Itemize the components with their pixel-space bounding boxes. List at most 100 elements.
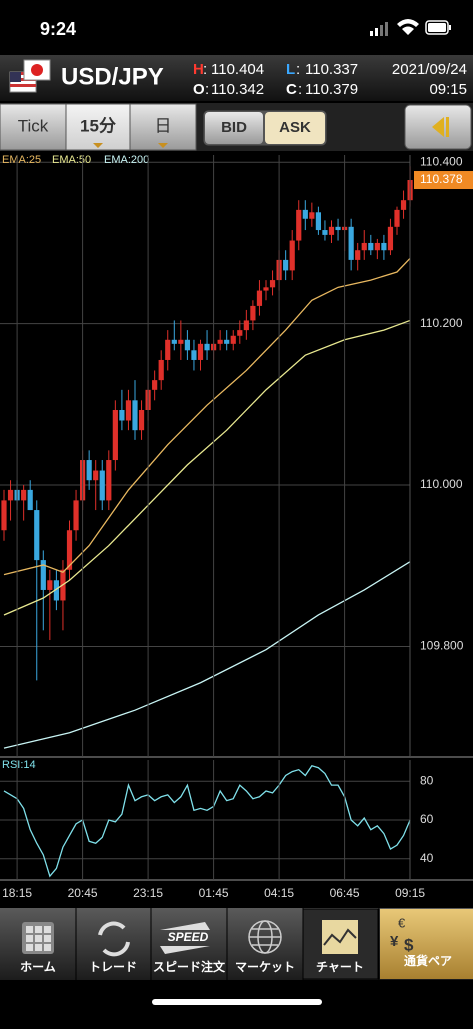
candle-body [283,259,289,271]
separator: : [203,61,207,78]
currency-flag [9,59,51,93]
candle-body [230,335,236,344]
currency-icon-text: $ [404,935,414,954]
legend-label: RSI:14 [2,759,36,771]
home-indicator [152,999,322,1005]
candle-body [309,212,315,219]
x-tick-label: 18:15 [2,886,32,900]
candle-body [66,530,73,570]
ask-label: ASK [279,119,311,136]
ema-line [3,257,411,576]
speed-icon: SPEED [160,922,210,954]
candle-body [34,510,40,561]
arrow-icon [446,117,449,137]
candle-body [165,339,171,360]
status-icons [370,19,451,36]
candle-body [289,240,295,271]
candle-body [355,250,361,260]
x-tick-label: 23:15 [133,886,163,900]
candle-body [27,489,33,511]
candle-body [387,226,394,251]
tab-day[interactable] [129,103,197,151]
open-label: O [193,81,205,98]
candle-body [381,242,387,251]
candle-body [106,460,112,501]
nav-label[interactable]: スピード注文 [153,959,226,974]
x-tick-label: 06:45 [330,886,360,900]
candle-body [296,209,302,241]
nav-label[interactable]: チャート [316,960,364,974]
candle-body [224,339,230,344]
candle-body [152,380,158,390]
bid-button[interactable] [205,112,263,144]
candle-body [7,489,14,501]
rsi-line [3,765,411,878]
nav-label[interactable]: ホーム [20,960,56,974]
candle-body [158,359,164,381]
nav-label[interactable]: トレード [89,960,137,974]
candle-body [269,280,276,288]
home-icon [22,922,54,954]
candle-body [322,230,328,235]
candle-body [93,470,99,481]
x-tick-label: 04:15 [264,886,294,900]
candle-body [204,343,210,351]
candle-body [394,209,400,227]
candle-body [119,410,125,421]
trade-icon [98,921,130,957]
candle-body [250,305,256,321]
candle-body [53,580,59,601]
candle-body [348,226,354,260]
ask-button[interactable] [265,112,325,144]
candle-body [263,287,269,291]
open-value: 110.342 [211,81,264,98]
x-tick-label: 20:45 [68,886,98,900]
candle-body [315,212,321,231]
candle-body [138,410,145,431]
candle-body [361,242,367,251]
candle-body [302,209,308,219]
candle-body [171,339,177,344]
candle-body [1,500,7,531]
y-tick-label: 60 [420,812,434,826]
candle-body [374,242,380,251]
close-label: C [286,81,297,98]
nav-label[interactable]: 通貨ペア [404,953,452,968]
nav-dividers [75,908,380,980]
tab-15min[interactable] [65,103,131,151]
currency-icon-text: ¥ [390,933,399,950]
candle-body [112,410,118,461]
nav-pair[interactable] [380,909,473,979]
low-value: 110.337 [305,61,358,78]
y-tick-label: 109.800 [420,639,464,653]
arrow-icon [432,117,444,137]
nav-label[interactable]: マーケット [235,960,295,974]
candle-body [184,339,190,351]
symbol[interactable]: USD/JPY [61,63,164,90]
candle-body [125,400,132,421]
separator: : [205,81,209,98]
status-time: 9:24 [40,19,76,39]
low-label: L [286,61,295,78]
dropdown-arrow [93,143,168,148]
candle-body [47,580,53,590]
candle-body [328,226,335,235]
candle-body [400,200,407,210]
candle-body [197,343,204,360]
ema-line [3,561,411,749]
candle-body [40,560,46,590]
high-value: 110.404 [211,61,264,78]
speed-icon-text: SPEED [168,930,209,944]
tab-tick[interactable] [0,103,67,151]
y-tick-label: 110.000 [420,477,463,491]
high-label: H [193,61,204,78]
legend-label: EMA:200 [104,154,149,166]
header-bar [0,55,473,101]
currency-icon-text: € [398,915,406,930]
bid-label: BID [221,119,247,136]
x-tick-label: 01:45 [199,886,229,900]
date: 2021/09/24 [392,61,467,78]
separator: : [296,61,300,78]
